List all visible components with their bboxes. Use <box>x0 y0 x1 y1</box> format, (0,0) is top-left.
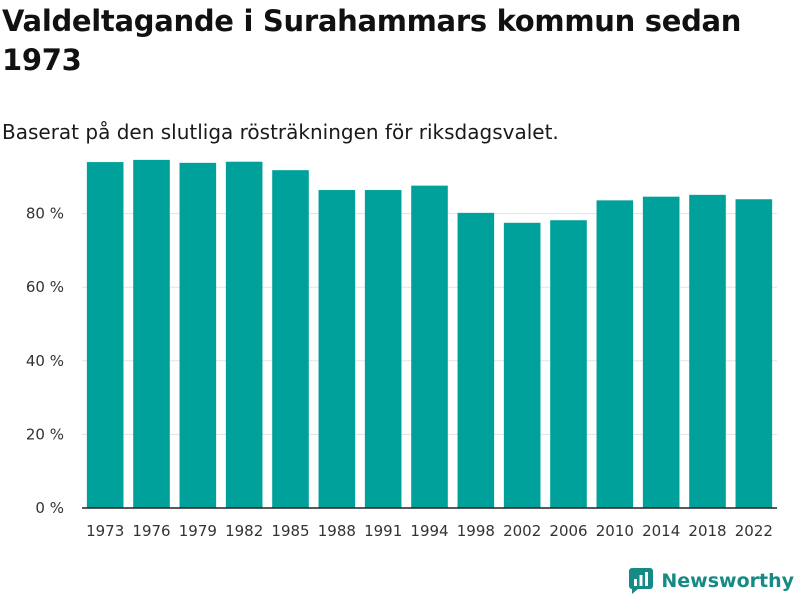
y-tick-label: 0 % <box>35 499 64 517</box>
bar-1982 <box>225 161 263 508</box>
newsworthy-logo-text: Newsworthy <box>661 570 794 592</box>
x-tick-label: 2018 <box>688 522 726 540</box>
bar-1973 <box>86 162 124 508</box>
x-tick-label: 1991 <box>364 522 402 540</box>
y-tick-label: 60 % <box>26 278 64 296</box>
chart-title: Valdeltagande i Surahammars kommun sedan… <box>2 4 742 77</box>
newsworthy-logo-icon <box>629 568 654 594</box>
x-tick-label: 1982 <box>225 522 263 540</box>
x-tick-label: 2022 <box>735 522 773 540</box>
x-tick-label: 1988 <box>318 522 356 540</box>
bar-1979 <box>179 162 217 509</box>
x-tick-label: 1979 <box>179 522 217 540</box>
x-tick-label: 1973 <box>86 522 124 540</box>
x-tick-label: 2010 <box>596 522 634 540</box>
bar-1991 <box>364 190 402 508</box>
bar-1976 <box>133 159 170 508</box>
bar-2022 <box>735 199 773 509</box>
x-tick-label: 1976 <box>132 522 170 540</box>
bar-2014 <box>642 196 680 508</box>
x-tick-label: 2014 <box>642 522 680 540</box>
chart-subtitle: Baserat på den slutliga rösträkningen fö… <box>2 120 559 144</box>
newsworthy-logo: Newsworthy <box>629 568 794 594</box>
x-tick-label: 2006 <box>549 522 587 540</box>
bar-2010 <box>596 200 634 509</box>
bar-2002 <box>503 222 541 509</box>
bars <box>86 159 773 509</box>
x-tick-label: 1994 <box>410 522 448 540</box>
y-tick-label: 80 % <box>26 205 64 223</box>
y-tick-label: 20 % <box>26 425 64 443</box>
x-tick-label: 1985 <box>271 522 309 540</box>
x-tick-label: 1998 <box>457 522 495 540</box>
x-tick-label: 2002 <box>503 522 541 540</box>
bar-1994 <box>411 185 448 508</box>
bar-1985 <box>272 170 309 508</box>
y-tick-label: 40 % <box>26 352 64 370</box>
bar-1988 <box>318 190 356 508</box>
bar-2018 <box>689 194 726 508</box>
axes: 0 % 20 % 40 % 60 % 80 % 1973 1976 1979 1982 1985 1… <box>26 205 777 540</box>
bar-1998 <box>457 212 495 508</box>
bar-2006 <box>550 220 587 508</box>
